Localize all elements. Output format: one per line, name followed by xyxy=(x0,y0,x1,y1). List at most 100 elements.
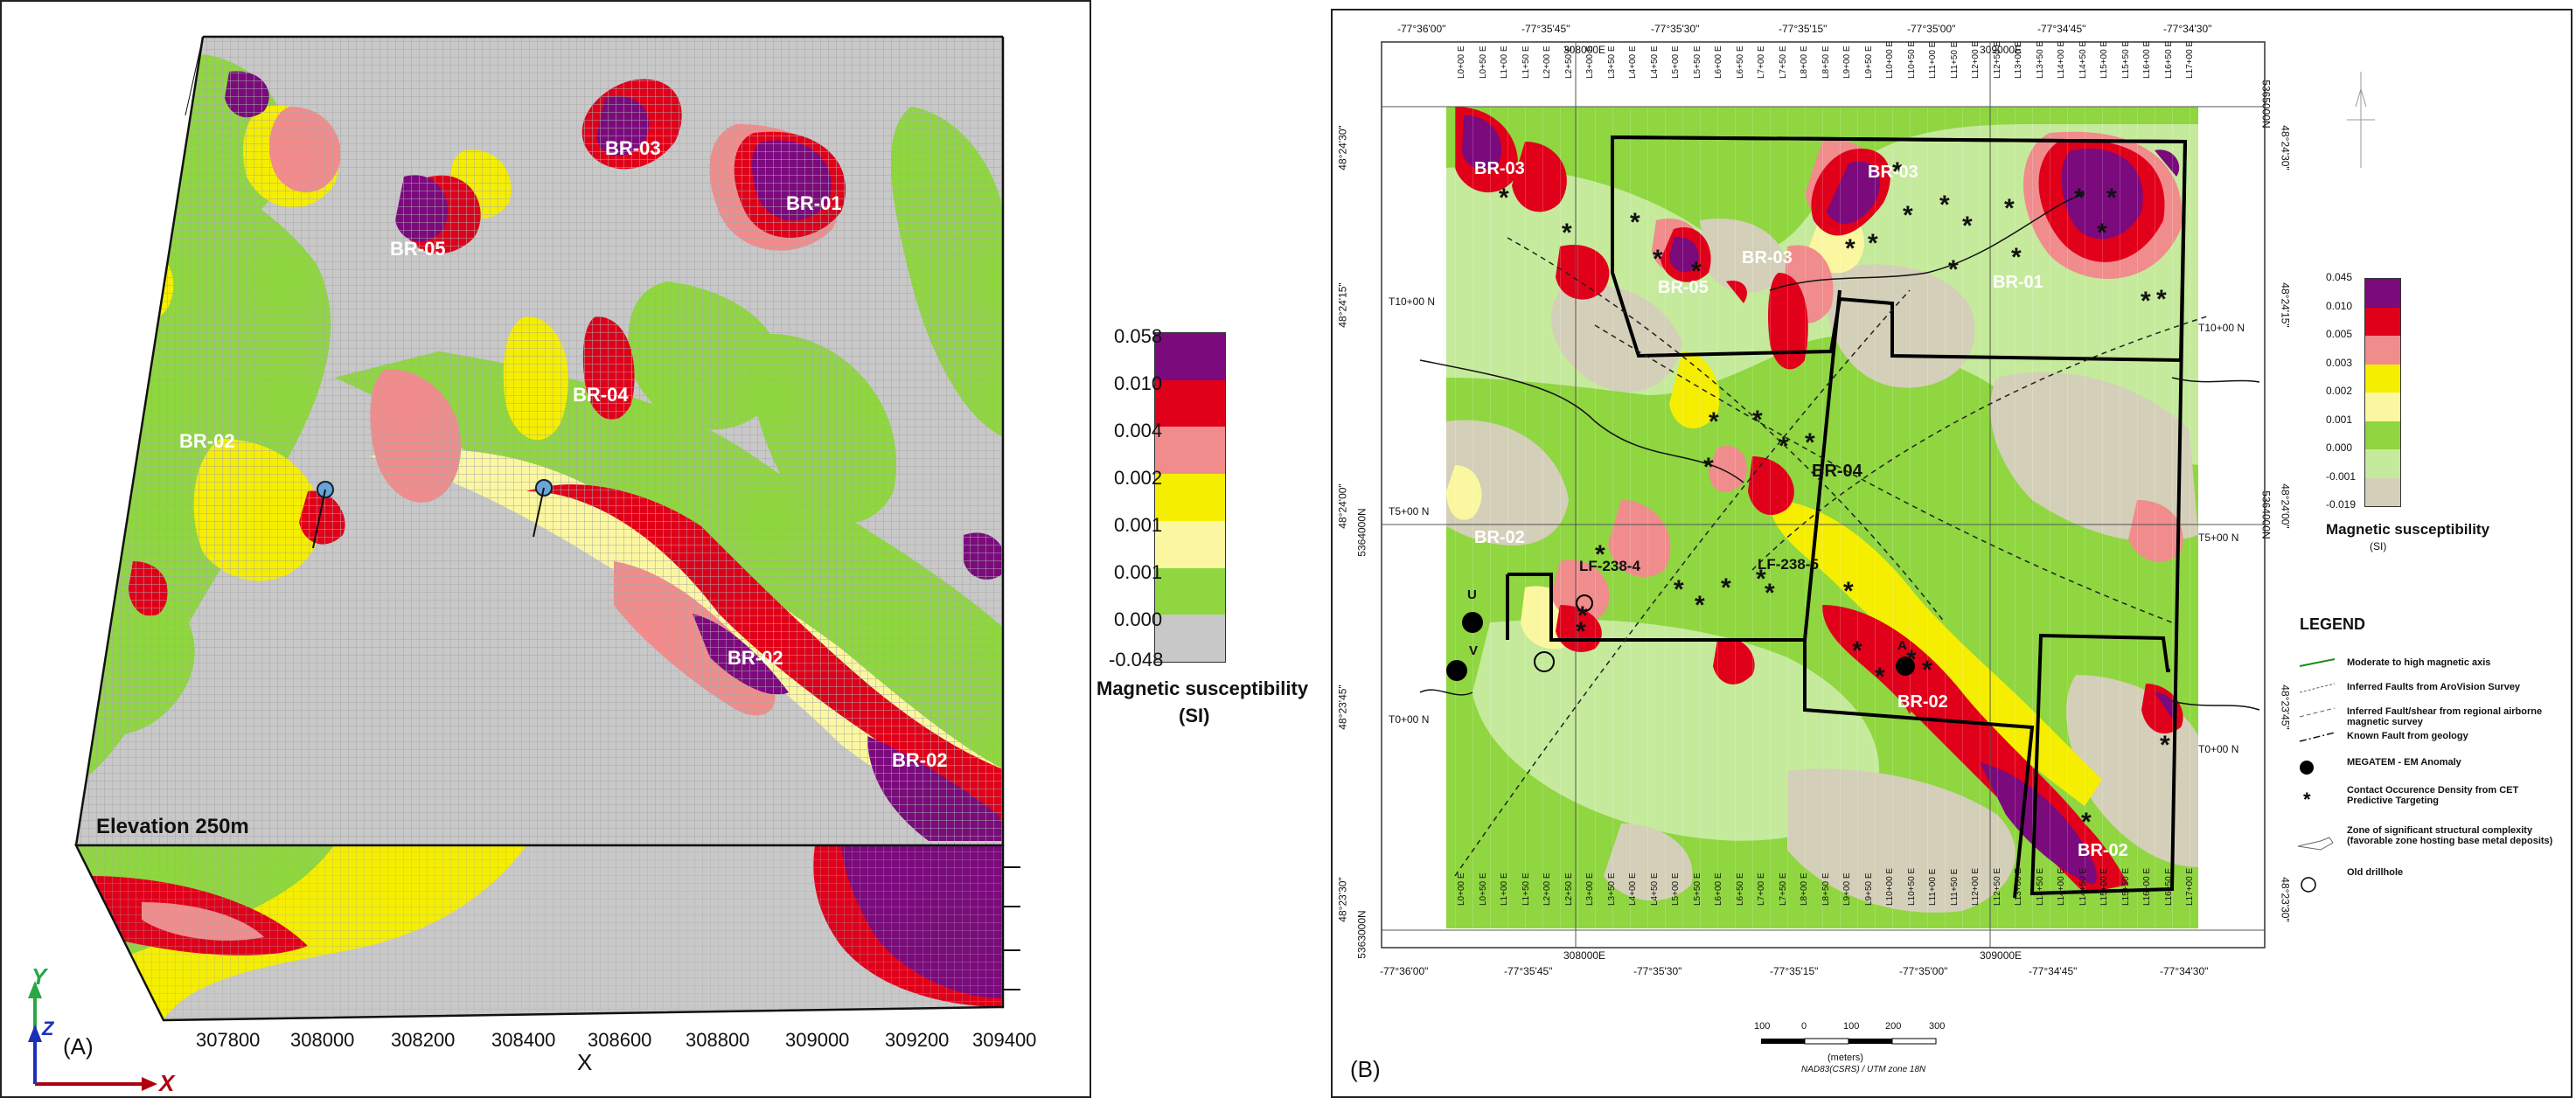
easting-label: 308000E xyxy=(1563,44,1606,56)
asterisk-icon: * xyxy=(2011,243,2022,272)
tie-line-label: T0+00 N xyxy=(1389,713,1430,726)
em-label: U xyxy=(1467,587,1477,602)
legend-a-swatch xyxy=(1155,427,1225,475)
flight-line-label: L3+50 E xyxy=(1606,872,1617,906)
anomaly-label: BR-02 xyxy=(179,430,235,452)
flight-line-label: L8+50 E xyxy=(1821,45,1831,79)
y-triad-label: Y xyxy=(31,963,47,990)
axis-triad xyxy=(28,981,157,1091)
lat-label-right: 48°23'30" xyxy=(2279,877,2292,922)
flight-line-label: L5+00 E xyxy=(1671,45,1681,79)
anomaly-label: BR-05 xyxy=(1658,278,1709,297)
flight-line-label: L3+00 E xyxy=(1585,45,1595,79)
flight-line-label: L16+50 E xyxy=(2163,40,2174,79)
legend-a-value: -0.048 xyxy=(1109,649,1164,671)
legend-a-value: 0.058 xyxy=(1114,325,1163,347)
scale-bar xyxy=(1761,1038,1937,1045)
flight-line-label: L13+00 E xyxy=(2014,40,2023,79)
faults xyxy=(1454,237,2208,877)
em-label: V xyxy=(1469,643,1479,658)
flight-line-label: L17+00 E xyxy=(2185,40,2195,79)
tie-line-label: T10+00 N xyxy=(2198,322,2245,334)
geophysical-map xyxy=(1381,41,2266,949)
lon-label-top: -77°35'45" xyxy=(1521,23,1570,35)
anomaly-label: BR-03 xyxy=(1742,248,1793,268)
flight-line-label: L9+50 E xyxy=(1863,45,1874,79)
legend-b-swatch xyxy=(2365,336,2400,365)
legend-a-swatch xyxy=(1155,379,1225,427)
tie-line-label: T0+00 N xyxy=(2198,743,2239,755)
asterisk-icon: * xyxy=(1691,257,1702,286)
flight-line-label: L16+50 E xyxy=(2163,867,2174,906)
legend-b-value: -0.019 xyxy=(2326,498,2357,511)
lat-label-right: 48°24'30" xyxy=(2279,125,2292,170)
scale-tick: 0 xyxy=(1801,1021,1807,1032)
flight-line-label: L7+50 E xyxy=(1778,872,1788,906)
flight-line-label: L5+50 E xyxy=(1692,872,1702,906)
map-legend-symbols: * xyxy=(2297,658,2336,893)
flight-line-label: L2+50 E xyxy=(1563,872,1574,906)
flight-line-label: L6+00 E xyxy=(1714,872,1723,906)
map-legend-item: Known Fault from geology xyxy=(2347,731,2468,741)
legend-b-swatch xyxy=(2365,279,2400,308)
lat-label-left: 48°23'30" xyxy=(1336,877,1349,922)
flight-line-label: L14+00 E xyxy=(2057,40,2066,79)
x-tick: 308600 xyxy=(588,1029,652,1051)
legend-a-swatch xyxy=(1155,333,1225,380)
asterisk-icon: * xyxy=(1892,157,1903,186)
scale-tick: 300 xyxy=(1929,1021,1946,1032)
lon-label-top: -77°34'30" xyxy=(2163,23,2212,35)
asterisk-icon: * xyxy=(2004,194,2015,223)
anomaly-label: BR-02 xyxy=(728,647,783,669)
flight-line-label: L4+00 E xyxy=(1628,872,1638,906)
scale-tick: 100 xyxy=(1843,1021,1860,1032)
flight-line-label: L13+00 E xyxy=(2014,867,2023,906)
flight-line-label: L15+50 E xyxy=(2120,867,2131,906)
model-box xyxy=(73,35,1005,1022)
flight-line-label: L3+50 E xyxy=(1606,45,1617,79)
legend-a-value: 0.001 xyxy=(1114,514,1163,536)
lon-label-top: -77°36'00" xyxy=(1397,23,1446,35)
flight-line-label: L14+50 E xyxy=(2078,40,2088,79)
x-tick: 308200 xyxy=(391,1029,456,1051)
lon-label-top: -77°34'45" xyxy=(2037,23,2086,35)
asterisk-icon: * xyxy=(1805,428,1815,457)
known-faults xyxy=(1419,193,2260,711)
em-label: A xyxy=(1897,638,1907,653)
lon-label-bottom: -77°34'45" xyxy=(2029,965,2078,977)
x-tick: 308400 xyxy=(491,1029,556,1051)
legend-b-value: 0.000 xyxy=(2326,441,2353,454)
anomaly-label: BR-05 xyxy=(390,238,446,260)
lon-label-bottom: -77°36'00" xyxy=(1380,965,1429,977)
northing-label: 5364000N xyxy=(2259,490,2273,539)
asterisk-icon: * xyxy=(2074,184,2085,212)
flight-line-label: L8+00 E xyxy=(1800,45,1809,79)
northing-label: 5363000N xyxy=(1355,910,1368,959)
anomaly-label: BR-04 xyxy=(1812,462,1862,481)
flight-line-label: L10+50 E xyxy=(1906,40,1917,79)
flight-line-label: L5+50 E xyxy=(1692,45,1702,79)
flight-line-label: L10+00 E xyxy=(1885,867,1895,906)
anomaly-label: BR-01 xyxy=(786,192,842,214)
flight-line-label: L6+50 E xyxy=(1735,45,1745,79)
flight-line-label: L2+00 E xyxy=(1542,872,1552,906)
flight-line-label: L8+50 E xyxy=(1821,872,1831,906)
tie-line-label: T10+00 N xyxy=(1389,295,1436,308)
asterisk-icon: * xyxy=(1765,579,1775,608)
claim-boundary-north xyxy=(1611,135,2188,363)
x-tick: 309000 xyxy=(785,1029,850,1051)
lat-label-right: 48°24'15" xyxy=(2279,282,2292,328)
legend-a-value: 0.010 xyxy=(1114,372,1163,394)
asterisk-icon: * xyxy=(1703,453,1714,482)
legend-a-swatch xyxy=(1155,615,1225,662)
northing-label: 5365000N xyxy=(2259,80,2273,129)
panel-b-label: (B) xyxy=(1350,1056,1381,1082)
anomaly-label: BR-02 xyxy=(2078,841,2128,860)
asterisk-icon: * xyxy=(1779,432,1789,461)
anomaly-label: BR-02 xyxy=(1474,528,1525,547)
depth-ticks xyxy=(1003,866,1020,990)
map-legend-item: Zone of significant structural complexit… xyxy=(2347,825,2553,846)
x-axis-title: X xyxy=(577,1049,593,1075)
flight-line-label: L12+00 E xyxy=(1971,40,1981,79)
asterisk-icon: * xyxy=(1674,575,1684,604)
